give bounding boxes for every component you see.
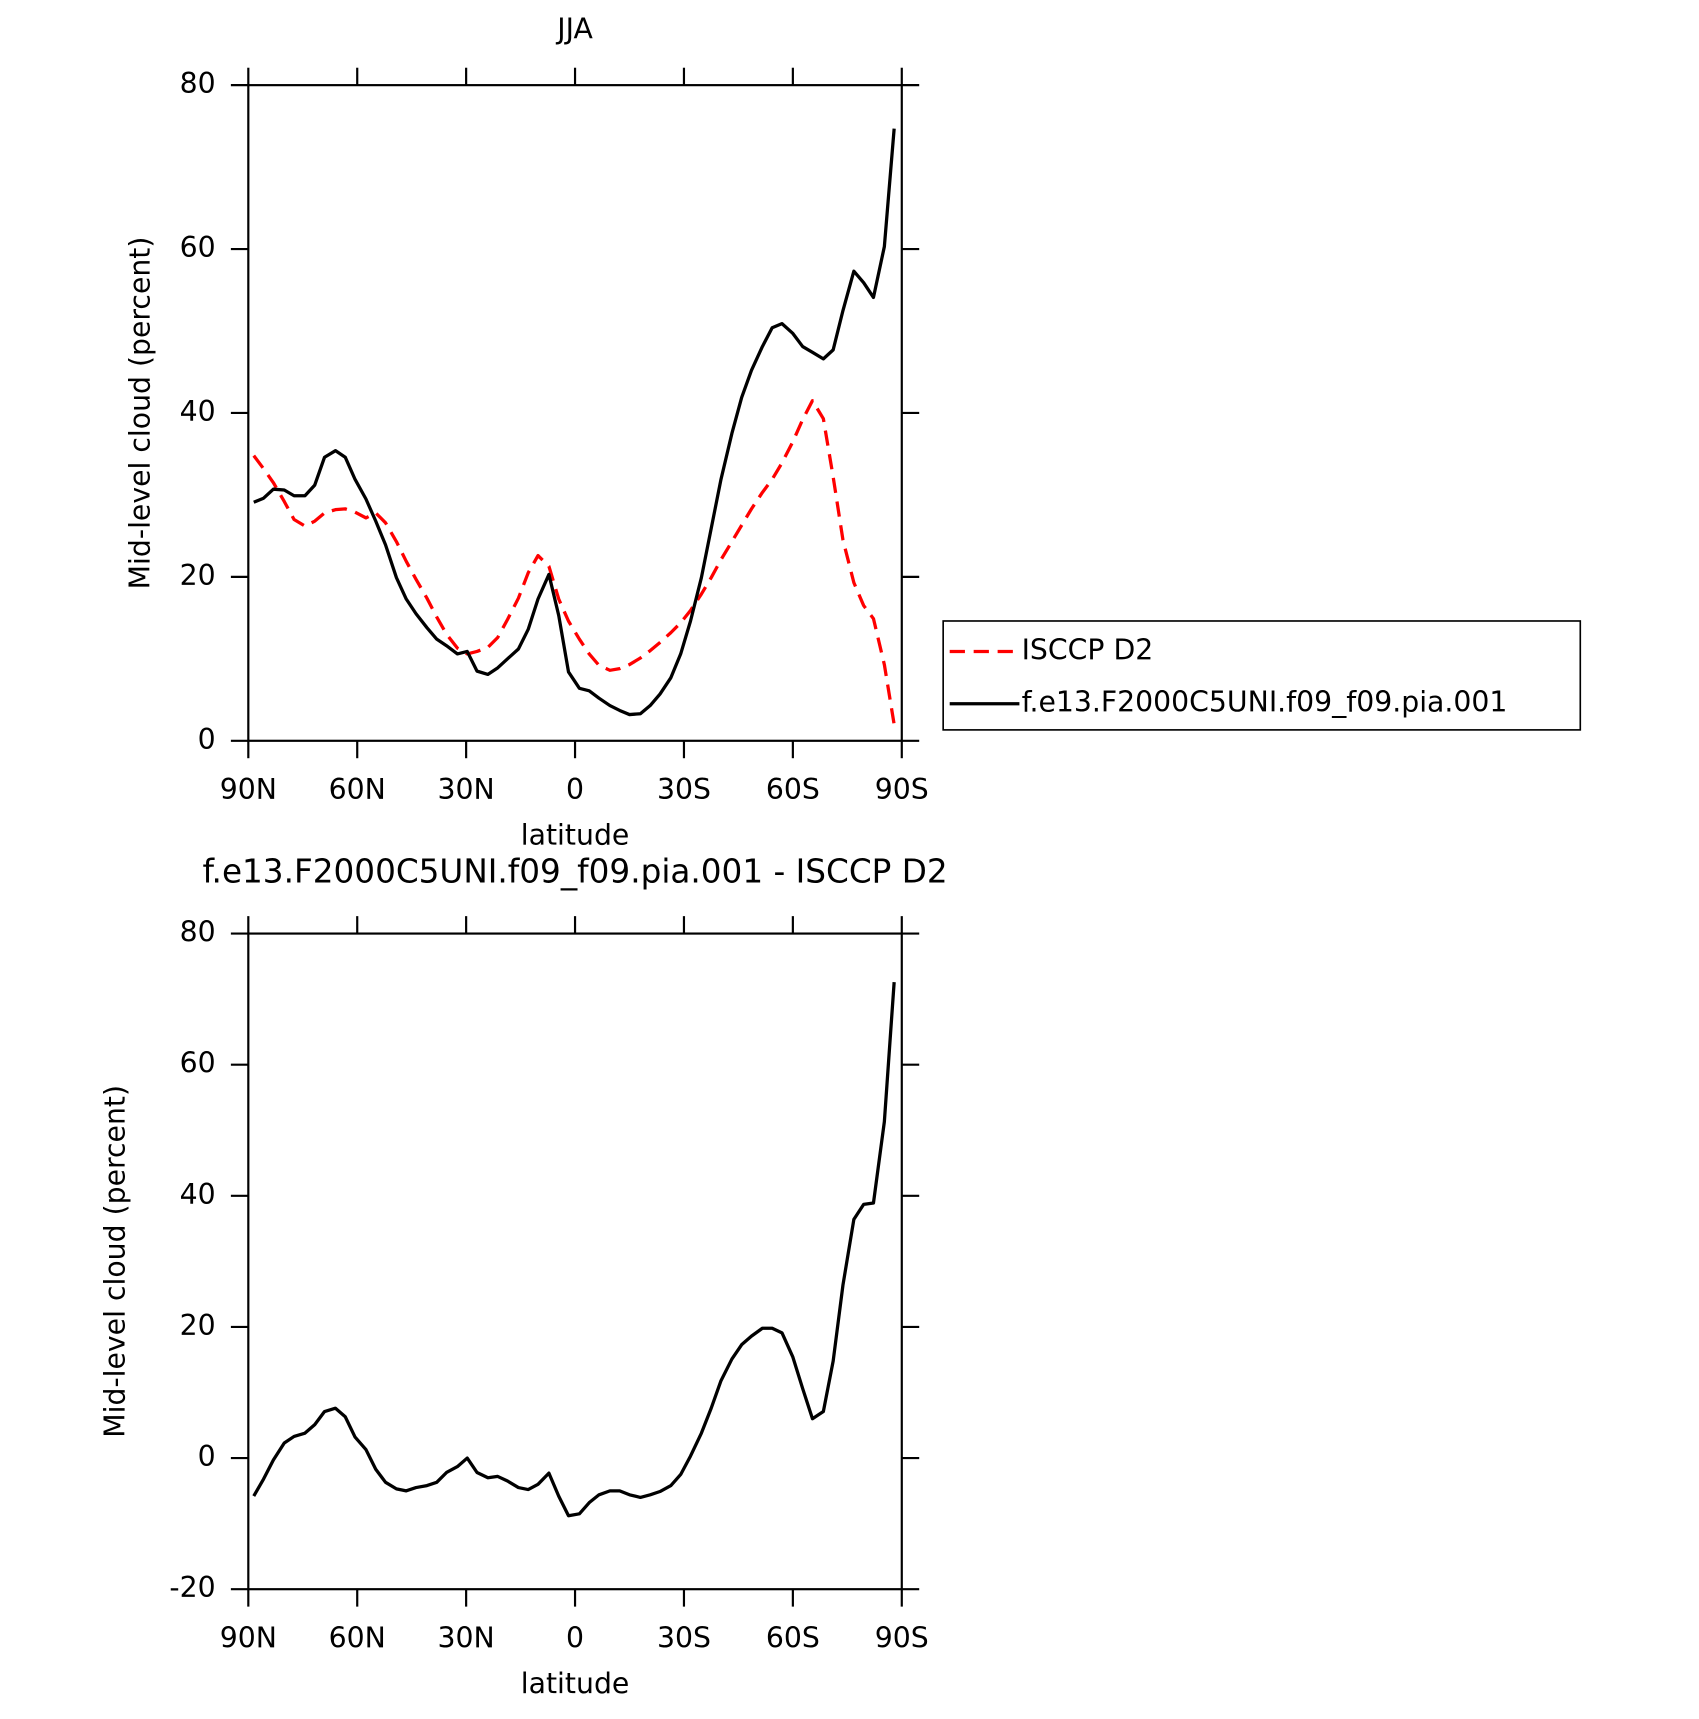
- x-tick-label: 30S: [657, 773, 711, 806]
- y-tick-label: 20: [180, 1309, 216, 1342]
- y-tick-label: 0: [198, 1440, 216, 1473]
- x-tick-label: 60S: [766, 1621, 820, 1654]
- x-tick-label: 90N: [220, 1621, 277, 1654]
- y-tick-label: 40: [180, 1178, 216, 1211]
- legend-box: [942, 620, 1582, 731]
- y-tick-label: -20: [169, 1571, 215, 1604]
- y-axis-label: Mid-level cloud (percent): [124, 237, 157, 590]
- legend-label: f.e13.F2000C5UNI.f09_f09.pia.001: [1022, 686, 1508, 719]
- legend: ISCCP D2 f.e13.F2000C5UNI.f09_f09.pia.001: [942, 620, 1582, 731]
- plot-frame: [247, 932, 903, 1591]
- x-tick-label: 30S: [657, 1621, 711, 1654]
- x-tick-label: 60S: [766, 773, 820, 806]
- data-line: [252, 399, 896, 725]
- y-tick-label: 0: [198, 723, 216, 756]
- y-tick-label: 60: [180, 231, 216, 264]
- x-tick-label: 90S: [875, 773, 929, 806]
- x-tick-label: 90N: [220, 773, 277, 806]
- chart-title: JJA: [555, 13, 593, 46]
- panel: JJA 0 20 40 60 80 90N 60N 30N 0 30S 60S 90S latitude M…: [124, 13, 1582, 852]
- y-axis-label: Mid-level cloud (percent): [99, 1085, 132, 1438]
- chart-title: f.e13.F2000C5UNI.f09_f09.pia.001 - ISCCP…: [202, 853, 947, 891]
- x-axis-label: latitude: [521, 819, 630, 852]
- x-tick-label: 30N: [438, 1621, 495, 1654]
- y-tick-label: 20: [180, 559, 216, 592]
- y-tick-label: 60: [180, 1047, 216, 1080]
- y-tick-label: 80: [180, 916, 216, 949]
- x-axis-label: latitude: [521, 1667, 630, 1700]
- legend-label: ISCCP D2: [1022, 633, 1154, 666]
- x-tick-label: 60N: [329, 773, 386, 806]
- data-line: [253, 128, 896, 717]
- y-tick-label: 40: [180, 395, 216, 428]
- x-tick-label: 90S: [875, 1621, 929, 1654]
- x-tick-label: 0: [566, 1621, 584, 1654]
- plot-frame: [247, 84, 903, 742]
- panel: f.e13.F2000C5UNI.f09_f09.pia.001 - ISCCP…: [99, 853, 948, 1700]
- data-line: [252, 981, 896, 1518]
- x-tick-label: 60N: [329, 1621, 386, 1654]
- x-tick-label: 30N: [438, 773, 495, 806]
- y-tick-label: 80: [180, 67, 216, 100]
- x-tick-label: 0: [566, 773, 584, 806]
